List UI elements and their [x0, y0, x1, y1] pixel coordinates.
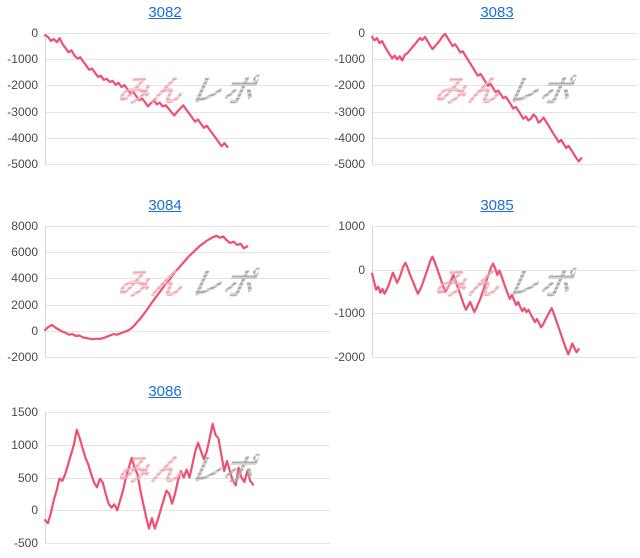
chart-3083: 3083 みんレポ 0 -1000 -2000 -3000 -4000 -5000 — [320, 0, 640, 185]
chart-title: 3082 — [0, 4, 330, 21]
y-axis-label: 1000 — [11, 437, 38, 452]
y-axis-label: -2000 — [7, 78, 38, 93]
chart-title-link[interactable]: 3085 — [480, 197, 514, 214]
y-axis-label: -4000 — [7, 130, 38, 145]
chart-3084: 3084 みんレポ 8000 6000 4000 2000 0 -2000 — [0, 193, 330, 378]
y-axis-label: 0 — [31, 26, 38, 40]
y-axis-label: -3000 — [334, 104, 365, 119]
y-axis-label: 0 — [31, 323, 38, 338]
y-axis-label: -4000 — [334, 130, 365, 145]
y-axis-label: -1000 — [334, 52, 365, 67]
data-line — [370, 32, 583, 163]
plot-area: みんレポ 0 -1000 -2000 -3000 -4000 -5000 — [334, 26, 637, 171]
y-axis-label: 1000 — [338, 219, 365, 233]
y-axis-label: 0 — [358, 26, 365, 40]
line-plot — [43, 33, 330, 165]
line-plot — [43, 226, 330, 358]
data-line — [43, 422, 255, 530]
line-plot — [370, 32, 637, 165]
y-axis-label: -5000 — [7, 157, 38, 171]
y-axis-label: 0 — [31, 503, 38, 518]
data-line — [370, 255, 580, 356]
y-axis-label: -2000 — [334, 78, 365, 93]
y-axis-label: 1500 — [11, 405, 38, 419]
y-axis-label: 500 — [17, 470, 38, 485]
y-axis-label: -5000 — [334, 157, 365, 171]
y-axis-label: -1000 — [7, 52, 38, 67]
y-axis-label: 4000 — [11, 271, 38, 286]
y-axis-label: 6000 — [11, 245, 38, 260]
y-axis-label: 2000 — [11, 297, 38, 312]
plot-area: みんレポ 8000 6000 4000 2000 0 -2000 — [7, 219, 330, 364]
y-axis-label: 8000 — [11, 219, 38, 233]
chart-3082: 3082 みんレポ 0 -1000 -2000 -3000 -4000 -5000 — [0, 0, 330, 185]
data-line — [43, 33, 229, 149]
chart-3085: 3085 みんレポ 1000 0 -1000 -2000 — [320, 193, 640, 378]
chart-title: 3083 — [320, 4, 640, 21]
chart-title: 3084 — [0, 197, 330, 214]
line-plot — [370, 226, 637, 358]
chart-title-link[interactable]: 3082 — [148, 4, 182, 21]
plot-area: みんレポ 0 -1000 -2000 -3000 -4000 -5000 — [7, 26, 330, 171]
data-line — [43, 234, 249, 341]
chart-title-link[interactable]: 3084 — [148, 197, 182, 214]
y-axis-label: -1000 — [334, 306, 365, 321]
y-axis-label: -2000 — [7, 350, 38, 364]
chart-title-link[interactable]: 3083 — [480, 4, 514, 21]
y-axis-label: -2000 — [334, 350, 365, 364]
plot-area: みんレポ 1500 1000 500 0 -500 — [11, 405, 330, 550]
line-plot — [43, 412, 330, 544]
y-axis-label: -3000 — [7, 104, 38, 119]
chart-title-link[interactable]: 3086 — [148, 383, 182, 400]
chart-title: 3086 — [0, 383, 330, 400]
chart-title: 3085 — [320, 197, 640, 214]
plot-area: みんレポ 1000 0 -1000 -2000 — [334, 219, 637, 364]
y-axis-label: -500 — [13, 536, 38, 550]
chart-3086: 3086 みんレポ 1500 1000 500 0 -500 — [0, 379, 330, 558]
y-axis-label: 0 — [358, 262, 365, 277]
